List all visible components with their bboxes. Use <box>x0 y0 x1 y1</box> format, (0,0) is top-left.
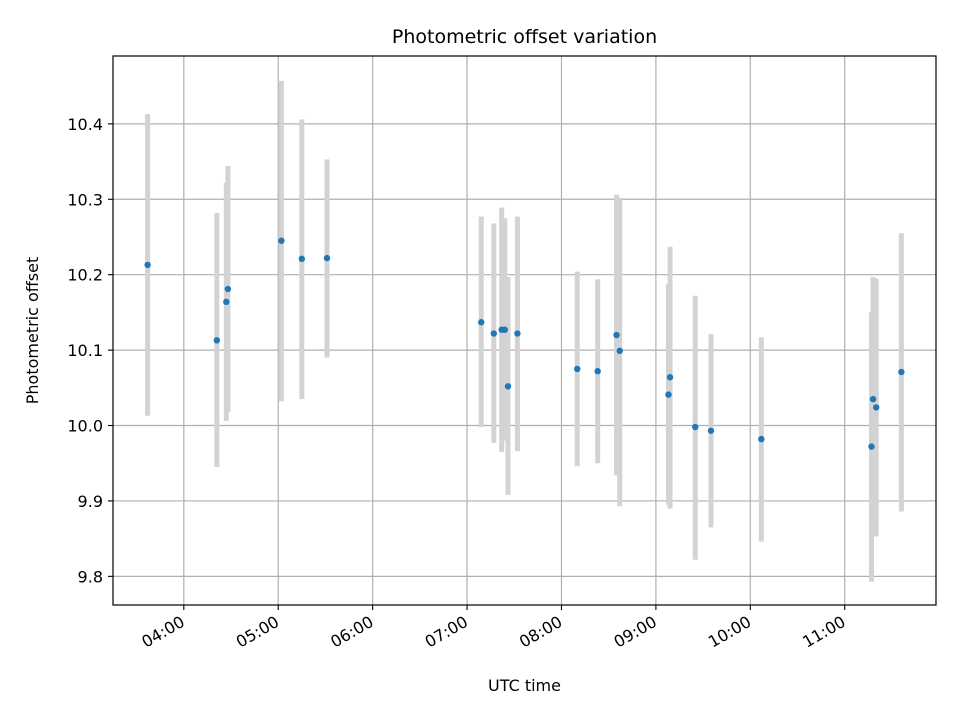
plot-frame <box>112 55 937 606</box>
y-axis-label: Photometric offset <box>23 257 42 405</box>
data-point <box>898 368 905 376</box>
data-point <box>501 326 509 333</box>
y-axis-ticks: 9.8 9.9 10.0 10.1 10.2 10.3 10.4 <box>67 115 113 586</box>
data-point <box>514 330 521 337</box>
data-point <box>144 261 151 269</box>
data-point <box>574 365 581 373</box>
y-tick-label: 10.1 <box>67 341 103 360</box>
data-point <box>478 319 485 326</box>
data-point <box>613 331 620 339</box>
data-point <box>707 427 715 434</box>
data-point <box>666 374 674 381</box>
y-tick-label: 10.2 <box>67 266 103 285</box>
data-point <box>692 423 699 431</box>
data-point <box>213 337 221 344</box>
y-tick-label: 10.4 <box>67 115 103 134</box>
y-tick-label: 10.3 <box>67 190 103 209</box>
data-point <box>665 391 672 398</box>
gridlines <box>113 56 936 605</box>
data-point <box>616 347 623 355</box>
y-tick-label: 9.8 <box>78 567 103 586</box>
data-point <box>224 285 232 293</box>
data-point <box>323 254 331 262</box>
data-points <box>144 237 905 450</box>
data-point <box>278 237 285 244</box>
data-point <box>758 435 765 443</box>
data-point <box>594 368 601 375</box>
data-point <box>873 404 880 411</box>
chart-title: Photometric offset variation <box>392 26 657 48</box>
data-point <box>223 298 230 306</box>
data-point <box>490 330 498 337</box>
data-point <box>869 395 877 403</box>
y-tick-label: 10.0 <box>67 417 103 436</box>
data-point <box>504 383 512 390</box>
data-point <box>868 443 875 450</box>
x-axis-label: UTC time <box>488 676 561 695</box>
data-point <box>298 255 306 263</box>
y-tick-label: 9.9 <box>78 492 103 511</box>
